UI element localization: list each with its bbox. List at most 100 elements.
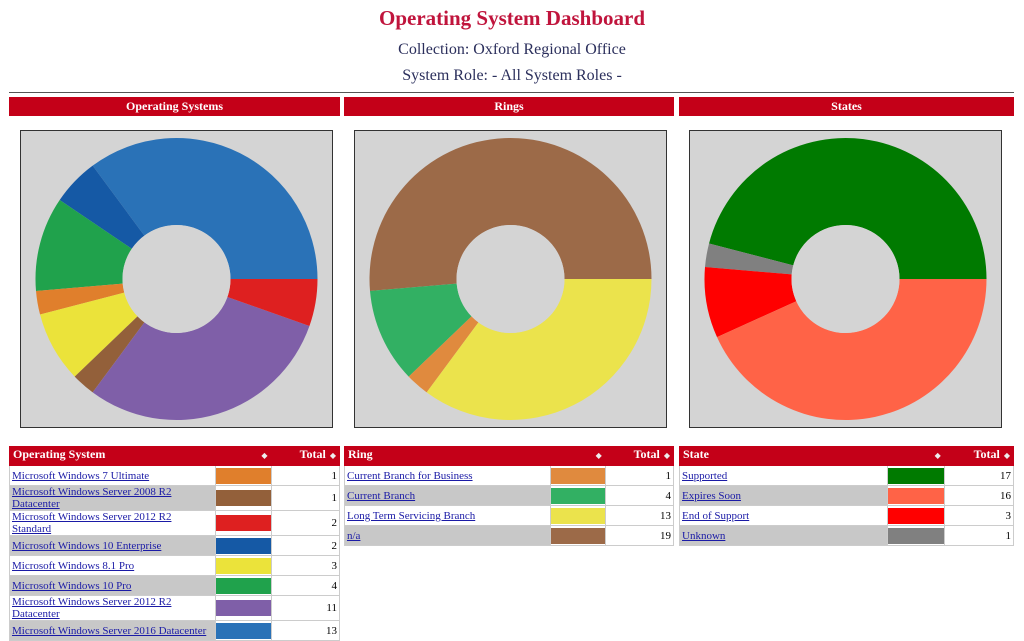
color-swatch — [887, 507, 944, 524]
table-row: Expires Soon 16 — [679, 485, 1015, 506]
os-donut-svg — [35, 138, 318, 420]
row-name-cell: Microsoft Windows 10 Pro — [8, 575, 217, 596]
row-name-cell: Microsoft Windows Server 2012 R2 Standar… — [8, 510, 217, 536]
color-swatch — [216, 490, 271, 506]
donut-slice — [36, 283, 125, 315]
table-row: Unknown 1 — [679, 525, 1015, 546]
row-name-cell: End of Support — [679, 505, 888, 526]
row-name-cell: Microsoft Windows 8.1 Pro — [8, 555, 217, 576]
table-row: Microsoft Windows Server 2008 R2 Datacen… — [8, 485, 341, 511]
color-swatch — [216, 622, 271, 639]
os-total-header[interactable]: ◆ Total — [270, 446, 341, 466]
donut-slice — [426, 279, 652, 420]
row-link[interactable]: Current Branch — [347, 489, 416, 502]
color-swatch — [887, 527, 944, 544]
row-total: 2 — [270, 510, 341, 536]
color-swatch-cell — [215, 555, 272, 576]
color-swatch-cell — [215, 465, 272, 486]
color-swatch-cell — [215, 485, 272, 511]
row-total: 1 — [270, 465, 341, 486]
color-swatch — [216, 557, 271, 574]
row-total: 17 — [943, 465, 1015, 486]
states-chart — [689, 130, 1002, 428]
table-row: Long Term Servicing Branch 13 — [344, 505, 675, 526]
state-name-header[interactable]: State ◆ — [679, 446, 945, 466]
row-link[interactable]: End of Support — [682, 509, 750, 522]
row-name-cell: Unknown — [679, 525, 888, 546]
sort-icon[interactable]: ◆ — [934, 451, 941, 460]
row-link[interactable]: Expires Soon — [682, 489, 741, 502]
row-name-cell: Supported — [679, 465, 888, 486]
color-swatch — [216, 467, 271, 484]
sort-icon[interactable]: ◆ — [329, 451, 336, 460]
row-total: 13 — [270, 620, 341, 641]
sort-icon[interactable]: ◆ — [261, 451, 268, 460]
color-swatch — [550, 487, 605, 504]
row-link[interactable]: Microsoft Windows 7 Ultimate — [12, 469, 150, 482]
color-swatch — [887, 467, 944, 484]
table-row: Microsoft Windows 7 Ultimate 1 — [8, 465, 341, 486]
row-link[interactable]: Long Term Servicing Branch — [347, 509, 476, 522]
table-row: Microsoft Windows 8.1 Pro 3 — [8, 555, 341, 576]
state-total-header[interactable]: ◆ Total — [943, 446, 1015, 466]
row-name-cell: Microsoft Windows 7 Ultimate — [8, 465, 217, 486]
color-swatch — [216, 537, 271, 554]
donut-slice — [705, 243, 794, 275]
donut-slice — [370, 283, 472, 377]
row-name-cell: Microsoft Windows Server 2016 Datacenter — [8, 620, 217, 641]
system-role-label: System Role: - All System Roles - — [402, 67, 622, 84]
row-link[interactable]: Microsoft Windows Server 2012 R2 Standar… — [12, 511, 172, 535]
row-total: 4 — [604, 485, 675, 506]
color-swatch-cell — [215, 620, 272, 641]
os-name-header[interactable]: Operating System ◆ — [9, 446, 272, 466]
donut-slice — [92, 138, 318, 279]
donut-slice — [35, 200, 132, 291]
page-title: Operating System Dashboard — [378, 6, 646, 30]
row-link[interactable]: Unknown — [682, 529, 726, 542]
row-total: 1 — [943, 525, 1015, 546]
color-swatch-cell — [549, 525, 606, 546]
color-swatch-cell — [215, 535, 272, 556]
row-total: 1 — [270, 485, 341, 511]
row-link[interactable]: Microsoft Windows Server 2012 R2 Datacen… — [12, 596, 172, 620]
row-link[interactable]: Current Branch for Business — [347, 469, 473, 482]
table-row: Microsoft Windows 10 Enterprise 2 — [8, 535, 341, 556]
row-link[interactable]: Microsoft Windows 10 Enterprise — [12, 539, 162, 552]
color-swatch-cell — [886, 485, 945, 506]
donut-slice — [717, 279, 987, 420]
color-swatch — [216, 600, 271, 616]
states-donut-svg — [704, 137, 987, 420]
row-total: 19 — [604, 525, 675, 546]
row-link[interactable]: Microsoft Windows 8.1 Pro — [12, 559, 135, 572]
row-total: 4 — [270, 575, 341, 596]
row-link[interactable]: n/a — [347, 529, 361, 542]
row-link[interactable]: Supported — [682, 469, 728, 482]
row-total: 13 — [604, 505, 675, 526]
ring-name-header[interactable]: Ring ◆ — [344, 446, 606, 466]
donut-slice — [709, 137, 987, 279]
color-swatch-cell — [215, 575, 272, 596]
panel-header-operating-systems: Operating Systems — [9, 97, 340, 116]
table-row: Current Branch for Business 1 — [344, 465, 675, 486]
color-swatch — [216, 515, 271, 531]
row-link[interactable]: Microsoft Windows Server 2008 R2 Datacen… — [12, 486, 172, 510]
row-link[interactable]: Microsoft Windows 10 Pro — [12, 579, 132, 592]
sort-icon[interactable]: ◆ — [663, 451, 670, 460]
donut-slice — [92, 296, 310, 420]
color-swatch — [550, 527, 605, 544]
row-name-cell: Microsoft Windows 10 Enterprise — [8, 535, 217, 556]
color-swatch — [887, 487, 944, 504]
sort-icon[interactable]: ◆ — [1003, 451, 1010, 460]
table-row: Microsoft Windows Server 2016 Datacenter… — [8, 620, 341, 641]
table-row: Microsoft Windows Server 2012 R2 Standar… — [8, 510, 341, 536]
row-link[interactable]: Microsoft Windows Server 2016 Datacenter — [12, 624, 207, 637]
panel-header-rings: Rings — [344, 97, 674, 116]
row-name-cell: Expires Soon — [679, 485, 888, 506]
color-swatch-cell — [549, 505, 606, 526]
donut-slice — [74, 316, 145, 393]
row-total: 1 — [604, 465, 675, 486]
ring-total-header[interactable]: ◆ Total — [604, 446, 675, 466]
row-total: 16 — [943, 485, 1015, 506]
sort-icon[interactable]: ◆ — [595, 451, 602, 460]
row-total: 3 — [270, 555, 341, 576]
